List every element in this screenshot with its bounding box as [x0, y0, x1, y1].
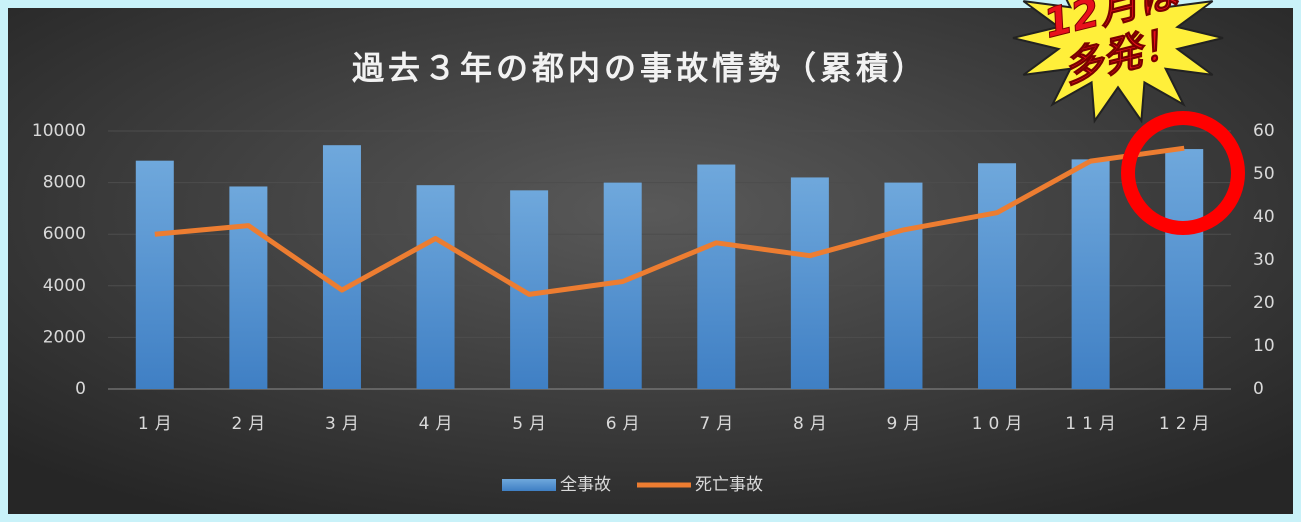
bar: [978, 163, 1016, 389]
y2-tick-label: 10: [1253, 336, 1275, 356]
chart: 過去３年の都内の事故情勢（累積） 0 2000 4000 6000 8000 10000 0…: [0, 0, 1301, 522]
x-tick-label: 7月: [699, 414, 739, 434]
y-tick-label: 10000: [32, 121, 86, 141]
x-tick-label: 12月: [1159, 414, 1216, 434]
y2-tick-label: 0: [1253, 379, 1264, 399]
bar: [697, 165, 735, 389]
bar: [229, 186, 267, 389]
x-tick-label: 5月: [512, 414, 552, 434]
bar: [136, 161, 174, 389]
bar: [791, 177, 829, 389]
y2-tick-label: 50: [1253, 164, 1275, 184]
bar: [323, 145, 361, 389]
x-tick-label: 2月: [231, 414, 271, 434]
legend-label: 全事故: [560, 475, 611, 495]
legend-swatch: [502, 479, 556, 491]
x-tick-label: 9月: [887, 414, 927, 434]
y2-tick-label: 20: [1253, 293, 1275, 313]
bar: [1165, 149, 1203, 389]
y-tick-label: 6000: [43, 224, 86, 244]
y-tick-label: 4000: [43, 276, 86, 296]
bar: [1072, 159, 1110, 389]
x-tick-label: 11月: [1065, 414, 1122, 434]
y-tick-label: 8000: [43, 173, 86, 193]
y-tick-label: 0: [75, 379, 86, 399]
bar: [417, 185, 455, 389]
x-tick-label: 3月: [325, 414, 365, 434]
x-tick-label: 1月: [138, 414, 178, 434]
x-tick-label: 4月: [419, 414, 459, 434]
y-tick-label: 2000: [43, 327, 86, 347]
x-tick-label: 10月: [972, 414, 1029, 434]
x-tick-label: 6月: [606, 414, 646, 434]
y2-tick-label: 40: [1253, 207, 1275, 227]
y2-tick-label: 60: [1253, 121, 1275, 141]
y2-tick-label: 30: [1253, 250, 1275, 270]
chart-title: 過去３年の都内の事故情勢（累積）: [352, 49, 928, 87]
x-tick-label: 8月: [793, 414, 833, 434]
bar: [884, 183, 922, 389]
legend-label: 死亡事故: [695, 475, 763, 495]
bar: [510, 190, 548, 389]
